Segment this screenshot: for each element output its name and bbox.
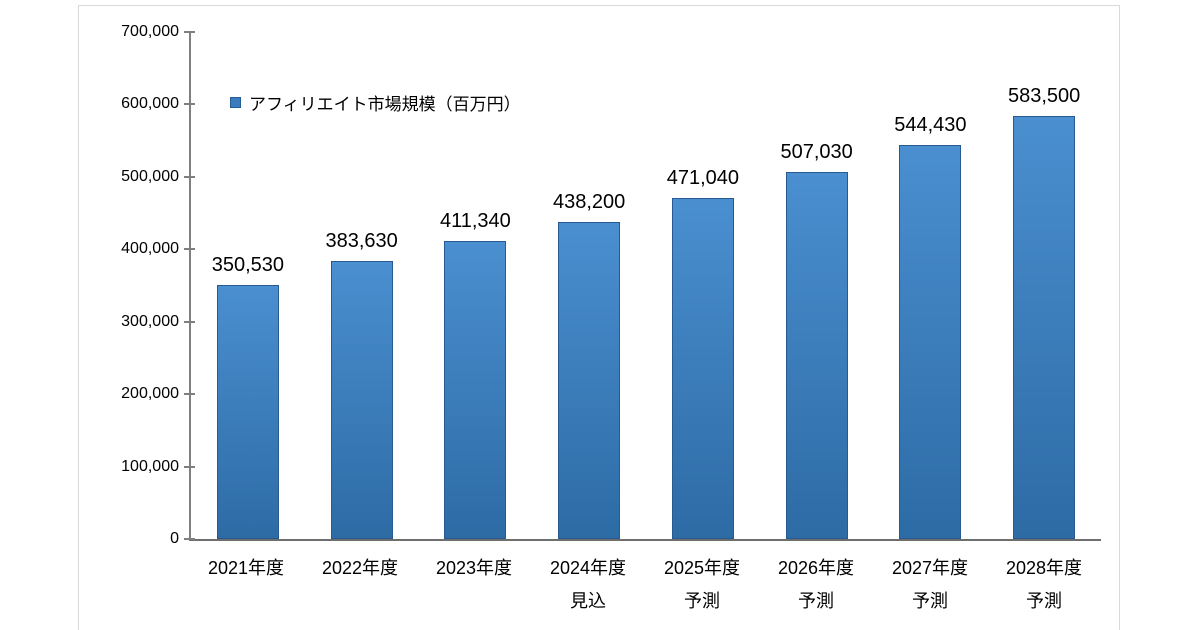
y-axis-tick-label: 100,000 <box>121 457 179 475</box>
y-axis-tick <box>184 320 195 323</box>
y-axis-tick-label: 200,000 <box>121 385 179 403</box>
bar-column: 411,340 <box>419 32 533 539</box>
bar <box>216 285 279 539</box>
x-axis-category-year: 2026年度 <box>777 558 855 578</box>
bar-column: 438,200 <box>532 32 646 539</box>
y-axis-tick <box>184 465 195 468</box>
y-axis-tick-label: 0 <box>170 530 179 547</box>
plot-area: 0 100,000 200,000 300,000 400,000 500,000 600,… <box>121 23 1101 547</box>
x-axis-category-qualifier: 予測 <box>798 591 834 611</box>
x-axis-category-label: 2027年度 予測 <box>873 557 987 612</box>
y-axis-tick <box>184 31 195 33</box>
y-axis-tick <box>184 538 195 540</box>
bar <box>444 241 507 539</box>
bar-column: 544,430 <box>874 32 988 539</box>
bar-value-label: 438,200 <box>552 190 626 213</box>
x-axis-category-label: 2024年度 見込 <box>531 557 645 612</box>
x-axis-category-year: 2027年度 <box>891 558 969 578</box>
x-axis-category-label: 2022年度 <box>303 557 417 612</box>
x-axis-category-year: 2028年度 <box>1005 558 1083 578</box>
bar <box>330 261 393 539</box>
x-axis-category-label: 2026年度 予測 <box>759 557 873 612</box>
bar-column: 507,030 <box>760 32 874 539</box>
legend-series-marker-icon <box>230 97 241 108</box>
x-axis-category-year: 2024年度 <box>549 558 627 578</box>
x-axis-category-qualifier: 予測 <box>912 591 948 611</box>
x-axis-category-year: 2025年度 <box>663 558 741 578</box>
x-axis-category-qualifier: 見込 <box>570 591 606 611</box>
bar-value-label: 507,030 <box>780 140 853 163</box>
y-axis-tick <box>184 393 195 396</box>
chart-legend: アフィリエイト市場規模（百万円） <box>230 90 521 115</box>
bar <box>558 221 621 539</box>
bar-value-label: 583,500 <box>1007 85 1081 108</box>
bar <box>1013 116 1076 539</box>
y-axis-tick-label: 400,000 <box>121 240 179 258</box>
x-axis-category-year: 2022年度 <box>321 558 399 578</box>
x-axis-category-qualifier: 予測 <box>1026 591 1062 611</box>
bar-value-label: 350,530 <box>211 254 285 277</box>
x-axis-category-year: 2021年度 <box>207 558 285 578</box>
bar-column: 583,500 <box>987 32 1101 539</box>
x-axis-labels: 2021年度 2022年度 2023年度 2024年度 見込 2025年度 予測 2026年度… <box>189 557 1101 612</box>
bar-value-label: 544,430 <box>894 113 967 136</box>
y-axis-tick <box>184 175 195 178</box>
legend-series-label: アフィリエイト市場規模（百万円） <box>249 95 521 114</box>
bar-value-label: 411,340 <box>439 210 511 233</box>
bars-container: 350,530 383,630 411,340 438,200 471,040 507,0… <box>191 32 1101 539</box>
y-axis-tick-label: 500,000 <box>121 167 179 185</box>
bar-column: 471,040 <box>646 32 760 539</box>
y-axis-tick <box>184 248 195 251</box>
x-axis-category-label: 2021年度 <box>189 557 303 612</box>
x-axis-category-qualifier: 予測 <box>684 591 720 611</box>
bar-value-label: 471,040 <box>666 166 740 189</box>
x-axis-category-year: 2023年度 <box>435 558 513 578</box>
y-axis-tick-label: 600,000 <box>121 95 179 113</box>
y-axis-tick <box>184 103 195 106</box>
bar-chart: アフィリエイト市場規模（百万円） 0 100,000 200,000 300,000 4… <box>78 5 1120 630</box>
y-axis-tick-label: 300,000 <box>121 312 179 330</box>
bar-value-label: 383,630 <box>325 230 398 253</box>
y-axis-tick-label: 700,000 <box>121 23 179 40</box>
bar-column: 350,530 <box>191 32 305 539</box>
x-axis-category-label: 2028年度 予測 <box>987 557 1101 612</box>
bar <box>671 197 734 539</box>
bar <box>899 144 962 539</box>
bar-column: 383,630 <box>305 32 419 539</box>
x-axis-category-label: 2025年度 予測 <box>645 557 759 612</box>
bar <box>785 171 848 539</box>
x-axis-category-label: 2023年度 <box>417 557 531 612</box>
